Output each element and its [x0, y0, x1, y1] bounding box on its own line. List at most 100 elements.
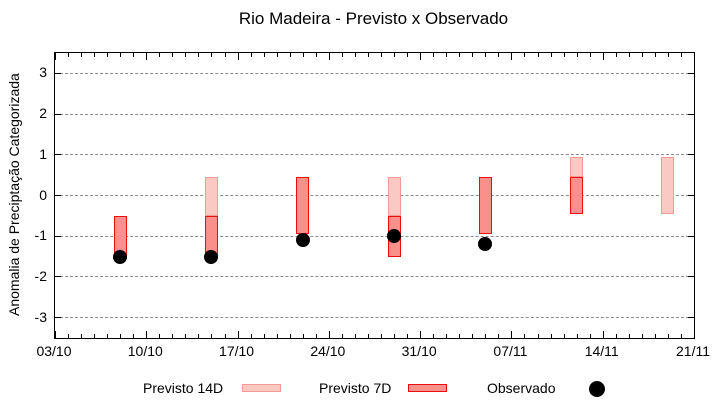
gridline — [55, 317, 694, 319]
x-axis-tick — [381, 53, 382, 57]
x-axis-tick — [511, 331, 512, 338]
x-axis-tick — [68, 53, 69, 57]
y-axis-tick — [55, 235, 61, 237]
x-axis-tick — [590, 334, 591, 338]
previsto7-box — [478, 177, 492, 235]
legend-label: Previsto 14D — [143, 380, 224, 396]
x-axis-tick — [681, 334, 682, 338]
y-tick-label: -3 — [34, 308, 47, 325]
y-axis-tick — [688, 72, 694, 74]
y-tick-label: 2 — [39, 105, 47, 122]
x-axis-tick — [577, 53, 578, 57]
x-axis-tick — [446, 334, 447, 338]
x-axis-tick — [694, 331, 695, 338]
x-tick-label: 14/11 — [584, 343, 619, 359]
x-axis-tick — [185, 334, 186, 338]
x-axis-tick — [211, 53, 212, 57]
observado-point — [204, 249, 219, 264]
legend-label: Observado — [487, 380, 556, 396]
x-axis-tick — [329, 331, 330, 338]
x-axis-tick — [485, 334, 486, 338]
y-tick-label: 1 — [39, 145, 47, 162]
x-axis-tick — [198, 334, 199, 338]
x-axis-tick — [264, 334, 265, 338]
x-axis-tick — [498, 53, 499, 57]
x-axis-tick — [55, 53, 56, 60]
x-axis-tick — [146, 53, 147, 60]
x-axis-tick — [420, 331, 421, 338]
y-axis-tick — [55, 72, 61, 74]
x-axis-tick — [290, 334, 291, 338]
y-tick-label: -1 — [34, 227, 47, 244]
observado-point — [478, 237, 493, 252]
y-axis-tick — [688, 195, 694, 196]
x-axis-tick — [81, 53, 82, 57]
x-axis-tick — [551, 334, 552, 338]
observado-point — [387, 229, 402, 244]
x-axis-tick — [342, 53, 343, 57]
y-tick-label: -2 — [34, 267, 47, 284]
previsto14-box — [204, 177, 218, 216]
x-axis-tick — [485, 53, 486, 57]
chart-title: Rio Madeira - Previsto x Observado — [238, 9, 509, 28]
x-tick-label: 31/10 — [401, 343, 437, 359]
x-axis-tick — [616, 334, 617, 338]
x-axis-tick — [577, 334, 578, 338]
gridline — [55, 154, 694, 156]
x-axis-tick — [564, 53, 565, 57]
x-axis-tick — [225, 334, 226, 338]
x-axis-tick — [316, 334, 317, 338]
x-axis-tick — [303, 334, 304, 338]
x-axis-tick — [681, 53, 682, 57]
previsto7-box — [570, 177, 584, 214]
x-axis-tick — [185, 53, 186, 57]
x-axis-tick — [316, 53, 317, 57]
x-axis-tick — [329, 53, 330, 60]
previsto14-box — [570, 156, 584, 178]
previsto7-box — [296, 177, 310, 235]
y-axis-tick — [688, 154, 694, 156]
x-axis-tick — [211, 334, 212, 338]
observado-point — [113, 249, 128, 264]
y-tick-label: 3 — [39, 64, 47, 81]
x-axis-tick — [407, 334, 408, 338]
y-axis-tick — [688, 276, 694, 278]
x-tick-label: 03/10 — [36, 343, 72, 359]
y-axis-tick — [55, 195, 61, 196]
legend-swatch-previsto7 — [408, 384, 447, 392]
x-axis-tick — [616, 53, 617, 57]
x-axis-tick — [694, 53, 695, 60]
x-axis-tick — [629, 53, 630, 57]
x-axis-tick — [603, 53, 604, 60]
x-axis-tick — [524, 334, 525, 338]
x-axis-tick — [81, 334, 82, 338]
y-axis-tick — [55, 276, 61, 278]
y-axis-tick — [688, 113, 694, 115]
x-axis-tick — [433, 334, 434, 338]
gridline — [55, 72, 694, 74]
x-axis-tick — [133, 53, 134, 57]
legend-observado-dot — [589, 381, 605, 397]
x-axis-tick — [420, 53, 421, 60]
y-axis-tick — [688, 317, 694, 319]
x-axis-tick — [238, 331, 239, 338]
x-axis-tick — [107, 334, 108, 338]
x-axis-tick — [368, 334, 369, 338]
x-axis-tick — [94, 334, 95, 338]
x-axis-tick — [368, 53, 369, 57]
x-tick-label: 24/10 — [310, 343, 346, 359]
x-axis-tick — [459, 334, 460, 338]
observado-point — [295, 233, 310, 248]
x-axis-tick — [407, 53, 408, 57]
x-axis-tick — [251, 334, 252, 338]
x-axis-tick — [355, 334, 356, 338]
x-axis-tick — [668, 334, 669, 338]
previsto14-box — [387, 177, 401, 216]
x-axis-tick — [290, 53, 291, 57]
x-axis-tick — [590, 53, 591, 57]
x-axis-tick — [446, 53, 447, 57]
x-axis-tick — [394, 334, 395, 338]
x-axis-tick — [94, 53, 95, 57]
x-axis-tick — [655, 334, 656, 338]
